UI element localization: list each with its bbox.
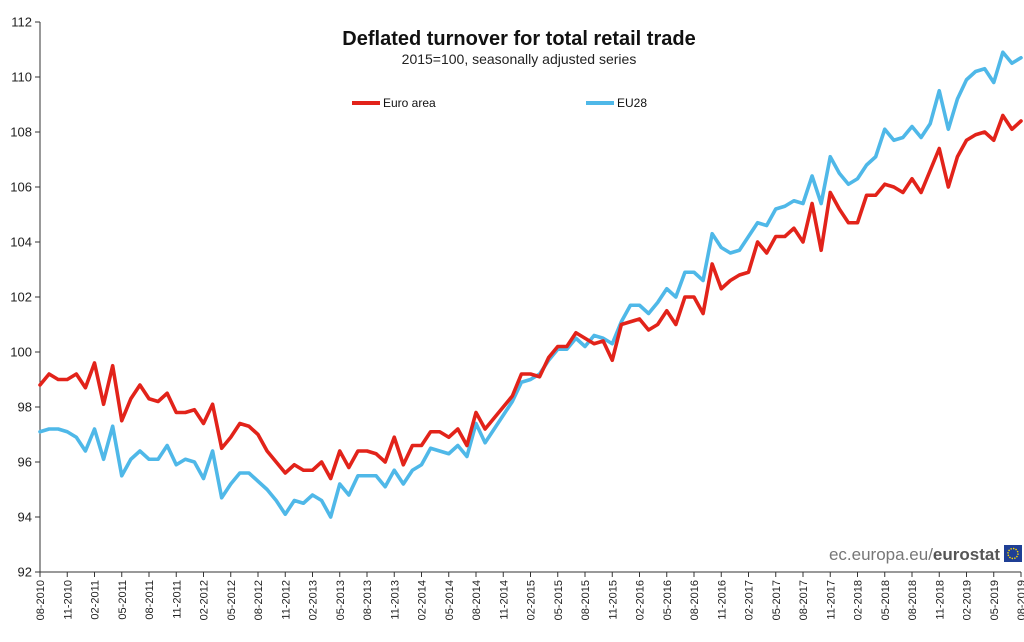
- x-tick-label: 11-2013: [389, 580, 401, 620]
- x-tick-label: 11-2018: [934, 580, 946, 620]
- y-tick-label: 100: [10, 345, 32, 360]
- x-tick-label: 11-2010: [62, 580, 74, 620]
- x-tick-label: 08-2015: [580, 580, 592, 620]
- chart-title: Deflated turnover for total retail trade: [342, 28, 695, 50]
- x-tick-label: 11-2015: [607, 580, 619, 620]
- source-text: ec.europa.eu/eurostat: [829, 545, 1000, 564]
- x-tick-label: 02-2012: [199, 580, 211, 620]
- series-line-eu28: [38, 50, 1023, 519]
- y-tick-label: 102: [10, 290, 32, 305]
- y-axis: 92 94 96 98 100 102 104 106 108 110 112: [10, 15, 41, 580]
- y-tick-label: 108: [10, 125, 32, 140]
- eu-flag-icon: [1004, 545, 1022, 562]
- x-tick-label: 08-2017: [798, 580, 810, 620]
- x-tick-label: 02-2014: [417, 580, 429, 620]
- x-tick-label: 11-2017: [825, 580, 837, 620]
- y-tick-label: 96: [18, 455, 32, 470]
- x-tick-label: 05-2013: [335, 580, 347, 620]
- x-tick-label: 05-2011: [117, 580, 129, 620]
- x-tick-label: 08-2016: [689, 580, 701, 620]
- x-tick-label: 08-2012: [253, 580, 265, 620]
- x-tick-label: 05-2014: [444, 580, 456, 620]
- x-tick-label: 02-2015: [526, 580, 538, 620]
- legend-label-euro-area: Euro area: [383, 96, 436, 110]
- x-tick-label: 08-2018: [907, 580, 919, 620]
- x-tick-label: 11-2014: [498, 580, 510, 620]
- x-tick-label: 11-2016: [716, 580, 728, 620]
- series-layer: [38, 50, 1023, 519]
- y-tick-label: 98: [18, 400, 32, 415]
- source-url: ec.europa.eu/: [829, 545, 933, 564]
- y-tick-label: 110: [11, 70, 32, 85]
- legend-label-eu28: EU28: [617, 96, 647, 110]
- y-tick-label: 106: [10, 180, 32, 195]
- source-credit: ec.europa.eu/eurostat: [829, 545, 1022, 564]
- x-tick-label: 02-2019: [962, 580, 974, 620]
- x-tick-label: 05-2015: [553, 580, 565, 620]
- x-tick-label: 02-2017: [744, 580, 756, 620]
- x-tick-label: 05-2018: [880, 580, 892, 620]
- x-tick-label: 08-2013: [362, 580, 374, 620]
- x-tick-label: 08-2010: [35, 580, 47, 620]
- y-tick-label: 94: [18, 510, 32, 525]
- x-tick-label: 02-2013: [308, 580, 320, 620]
- x-tick-label: 05-2016: [662, 580, 674, 620]
- y-tick-label: 104: [10, 235, 32, 250]
- x-tick-label: 08-2011: [144, 580, 156, 620]
- x-tick-label: 05-2012: [226, 580, 238, 620]
- x-tick-label: 05-2019: [989, 580, 1001, 620]
- legend: Euro area EU28: [352, 96, 647, 110]
- x-tick-label: 08-2019: [1016, 580, 1024, 620]
- y-tick-label: 92: [18, 565, 32, 580]
- x-axis: 08-2010 11-2010 02-2011 05-2011 08-2011 11-20…: [35, 571, 1024, 620]
- x-tick-label: 02-2016: [635, 580, 647, 620]
- x-tick-label: 11-2012: [280, 580, 292, 620]
- x-tick-label: 05-2017: [771, 580, 783, 620]
- chart-subtitle: 2015=100, seasonally adjusted series: [402, 51, 637, 67]
- y-tick-label: 112: [11, 15, 32, 30]
- x-tick-label: 08-2014: [471, 580, 483, 620]
- source-brand: eurostat: [933, 545, 1000, 564]
- series-line-euro-area: [38, 113, 1023, 481]
- x-tick-label: 11-2011: [171, 580, 183, 619]
- x-tick-label: 02-2018: [853, 580, 865, 620]
- x-tick-label: 02-2011: [90, 580, 102, 620]
